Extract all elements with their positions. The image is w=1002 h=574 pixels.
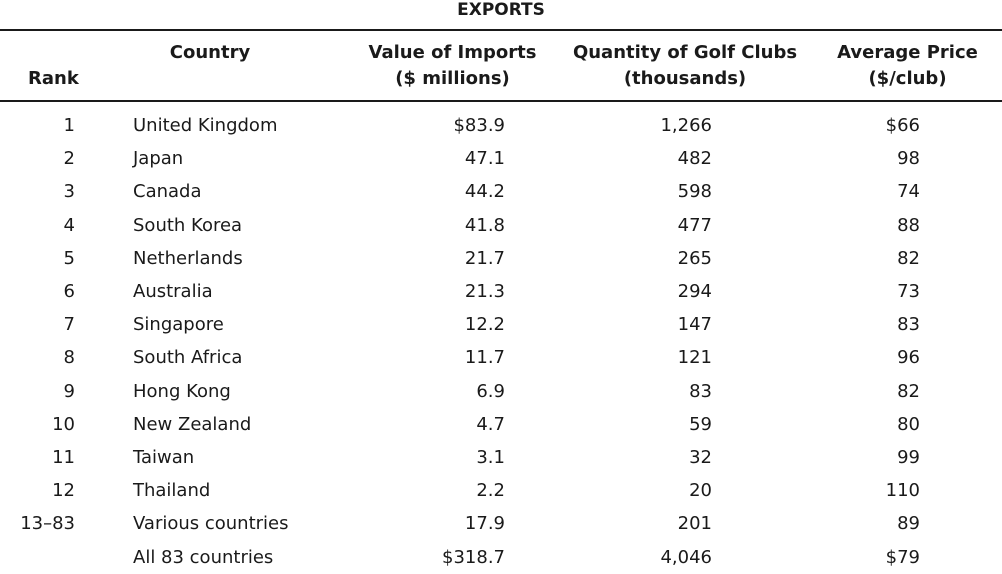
cell-value: 4.7 — [476, 414, 505, 435]
cell-quantity: 201 — [677, 513, 712, 534]
cell-quantity: 83 — [689, 381, 712, 402]
cell-country: United Kingdom — [133, 115, 278, 136]
cell-price: 74 — [897, 181, 920, 202]
cell-rank: 11 — [52, 447, 75, 468]
cell-rank: 4 — [63, 215, 75, 236]
cell-value: 12.2 — [464, 314, 505, 335]
cell-price: 110 — [885, 480, 920, 501]
cell-quantity: 147 — [677, 314, 712, 335]
cell-value: 44.2 — [464, 181, 505, 202]
header-rule — [0, 100, 1002, 102]
table-row: 3 Canada 44.2 598 74 — [0, 175, 1002, 208]
cell-rank: 13–83 — [20, 513, 75, 534]
cell-country: Canada — [133, 181, 202, 202]
cell-country: All 83 countries — [133, 547, 274, 568]
cell-value: 17.9 — [464, 513, 505, 534]
cell-quantity: 59 — [689, 414, 712, 435]
table-row: 13–83 Various countries 17.9 201 89 — [0, 507, 1002, 540]
header-quantity-line2: (thousands) — [623, 68, 747, 89]
cell-quantity: 121 — [677, 347, 712, 368]
cell-rank: 10 — [52, 414, 75, 435]
cell-price: $66 — [885, 115, 920, 136]
cell-price: 83 — [897, 314, 920, 335]
cell-price: 73 — [897, 281, 920, 302]
cell-price: 82 — [897, 381, 920, 402]
table-row: 9 Hong Kong 6.9 83 82 — [0, 375, 1002, 408]
cell-rank: 7 — [63, 314, 75, 335]
cell-country: Thailand — [133, 480, 211, 501]
cell-value: 11.7 — [464, 347, 505, 368]
cell-value: 41.8 — [464, 215, 505, 236]
cell-quantity: 482 — [677, 148, 712, 169]
cell-country: Australia — [133, 281, 213, 302]
cell-country: New Zealand — [133, 414, 252, 435]
cell-price: 88 — [897, 215, 920, 236]
table-row: 5 Netherlands 21.7 265 82 — [0, 242, 1002, 275]
table-row: All 83 countries $318.7 4,046 $79 — [0, 541, 1002, 574]
cell-value: 2.2 — [476, 480, 505, 501]
cell-quantity: 477 — [677, 215, 712, 236]
table-row: 6 Australia 21.3 294 73 — [0, 275, 1002, 308]
cell-country: Netherlands — [133, 248, 243, 269]
cell-rank: 1 — [63, 115, 75, 136]
cell-price: 89 — [897, 513, 920, 534]
cell-value: 47.1 — [464, 148, 505, 169]
header-value-line1: Value of Imports — [368, 42, 537, 63]
cell-quantity: 20 — [689, 480, 712, 501]
cell-rank: 9 — [63, 381, 75, 402]
cell-country: Hong Kong — [133, 381, 231, 402]
cell-value: $83.9 — [453, 115, 505, 136]
header-quantity-line1: Quantity of Golf Clubs — [572, 42, 798, 63]
cell-country: Taiwan — [133, 447, 195, 468]
header-rank: Rank — [28, 68, 79, 89]
cell-value: 21.7 — [464, 248, 505, 269]
cell-price: 98 — [897, 148, 920, 169]
cell-quantity: 265 — [677, 248, 712, 269]
table-row: 2 Japan 47.1 482 98 — [0, 142, 1002, 175]
header-price-line2: ($/club) — [868, 68, 947, 89]
header-price-line1: Average Price — [837, 42, 978, 63]
cell-rank: 3 — [63, 181, 75, 202]
cell-rank: 12 — [52, 480, 75, 501]
cell-country: Singapore — [133, 314, 224, 335]
cell-rank: 2 — [63, 148, 75, 169]
table-row: 10 New Zealand 4.7 59 80 — [0, 408, 1002, 441]
cell-value: 21.3 — [464, 281, 505, 302]
cell-country: South Africa — [133, 347, 243, 368]
table-title: EXPORTS — [457, 0, 545, 20]
cell-price: $79 — [885, 547, 920, 568]
cell-rank: 6 — [63, 281, 75, 302]
cell-price: 82 — [897, 248, 920, 269]
cell-quantity: 1,266 — [660, 115, 712, 136]
cell-quantity: 32 — [689, 447, 712, 468]
cell-value: 3.1 — [476, 447, 505, 468]
cell-value: 6.9 — [476, 381, 505, 402]
cell-price: 96 — [897, 347, 920, 368]
table-row: 7 Singapore 12.2 147 83 — [0, 308, 1002, 341]
cell-quantity: 294 — [677, 281, 712, 302]
header-value-line2: ($ millions) — [395, 68, 510, 89]
cell-price: 80 — [897, 414, 920, 435]
cell-country: Japan — [133, 148, 184, 169]
header-country: Country — [169, 42, 251, 63]
table-row: 1 United Kingdom $83.9 1,266 $66 — [0, 109, 1002, 142]
table-row: 8 South Africa 11.7 121 96 — [0, 341, 1002, 374]
table-row: 12 Thailand 2.2 20 110 — [0, 474, 1002, 507]
cell-rank: 5 — [63, 248, 75, 269]
cell-country: South Korea — [133, 215, 243, 236]
cell-quantity: 4,046 — [660, 547, 712, 568]
cell-value: $318.7 — [442, 547, 505, 568]
cell-price: 99 — [897, 447, 920, 468]
cell-rank: 8 — [63, 347, 75, 368]
table-row: 11 Taiwan 3.1 32 99 — [0, 441, 1002, 474]
table-row: 4 South Korea 41.8 477 88 — [0, 209, 1002, 242]
cell-quantity: 598 — [677, 181, 712, 202]
cell-country: Various countries — [133, 513, 289, 534]
top-rule — [0, 29, 1002, 31]
